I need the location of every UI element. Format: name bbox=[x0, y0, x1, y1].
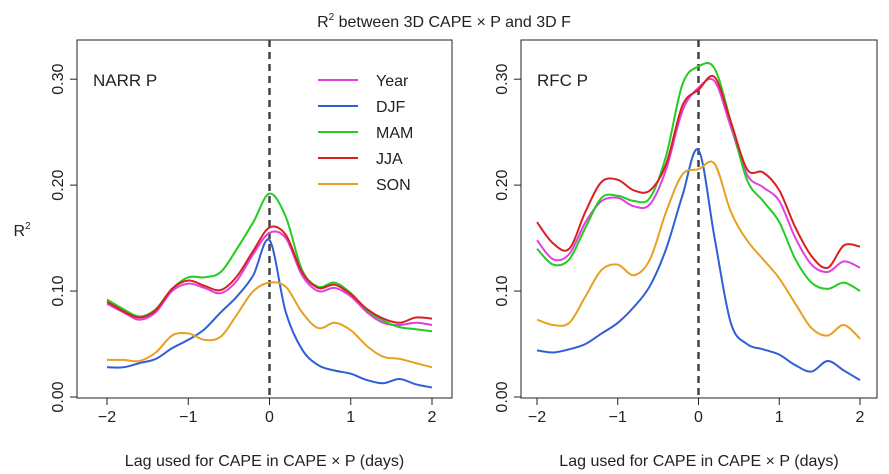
x-tick-label: 2 bbox=[428, 409, 437, 426]
series-line-jja bbox=[536, 74, 861, 270]
y-tick-label: 0.10 bbox=[50, 275, 67, 306]
y-axis-label: R2 bbox=[13, 221, 31, 240]
series-line-jja bbox=[106, 225, 433, 324]
x-tick-label: 1 bbox=[346, 409, 355, 426]
legend-label: MAM bbox=[376, 125, 413, 142]
x-tick-label: 2 bbox=[856, 409, 865, 426]
y-tick-label: 0.20 bbox=[50, 169, 67, 200]
plot-frame bbox=[76, 39, 453, 399]
series-line-year bbox=[536, 77, 861, 274]
series-line-son bbox=[536, 160, 861, 340]
legend-label: Year bbox=[376, 73, 409, 90]
panels: −2 −1 0 1 2 0.00 0.10 0.20 0.30 Lag used for CAPE… bbox=[50, 39, 878, 470]
series-line-year bbox=[106, 230, 433, 326]
x-tick-label: −2 bbox=[528, 409, 546, 426]
series-line-djf bbox=[536, 148, 861, 381]
figure-title: R2 between 3D CAPE × P and 3D F bbox=[317, 12, 571, 31]
y-tick-label: 0.00 bbox=[50, 381, 67, 412]
x-axis-label: Lag used for CAPE in CAPE × P (days) bbox=[559, 453, 838, 470]
x-tick-label: −1 bbox=[609, 409, 627, 426]
panel-label: RFC P bbox=[537, 71, 588, 90]
y-tick-label: 0.30 bbox=[494, 64, 511, 95]
legend-label: JJA bbox=[376, 151, 403, 168]
x-tick-label: −2 bbox=[98, 409, 116, 426]
x-tick-label: 0 bbox=[265, 409, 274, 426]
panel-1: −2 −1 0 1 2 0.00 0.10 0.20 0.30 Lag used for CAPE… bbox=[50, 39, 453, 470]
legend-label: SON bbox=[376, 177, 411, 194]
x-tick-label: 1 bbox=[775, 409, 784, 426]
series-line-mam bbox=[536, 62, 861, 292]
x-tick-label: −1 bbox=[179, 409, 197, 426]
y-tick-label: 0.20 bbox=[494, 169, 511, 200]
legend-label: DJF bbox=[376, 99, 406, 116]
series-line-djf bbox=[106, 238, 433, 389]
x-axis-label: Lag used for CAPE in CAPE × P (days) bbox=[125, 453, 404, 470]
y-tick-label: 0.10 bbox=[494, 275, 511, 306]
y-tick-label: 0.30 bbox=[50, 64, 67, 95]
panel-label: NARR P bbox=[93, 71, 157, 90]
panel-2: −2 −1 0 1 2 0.00 0.10 0.20 0.30 Lag used for CAPE… bbox=[494, 39, 878, 470]
series-line-son bbox=[106, 281, 433, 369]
legend: Year DJF MAM JJA SON bbox=[318, 73, 413, 194]
x-tick-label: 0 bbox=[694, 409, 703, 426]
y-tick-label: 0.00 bbox=[494, 381, 511, 412]
